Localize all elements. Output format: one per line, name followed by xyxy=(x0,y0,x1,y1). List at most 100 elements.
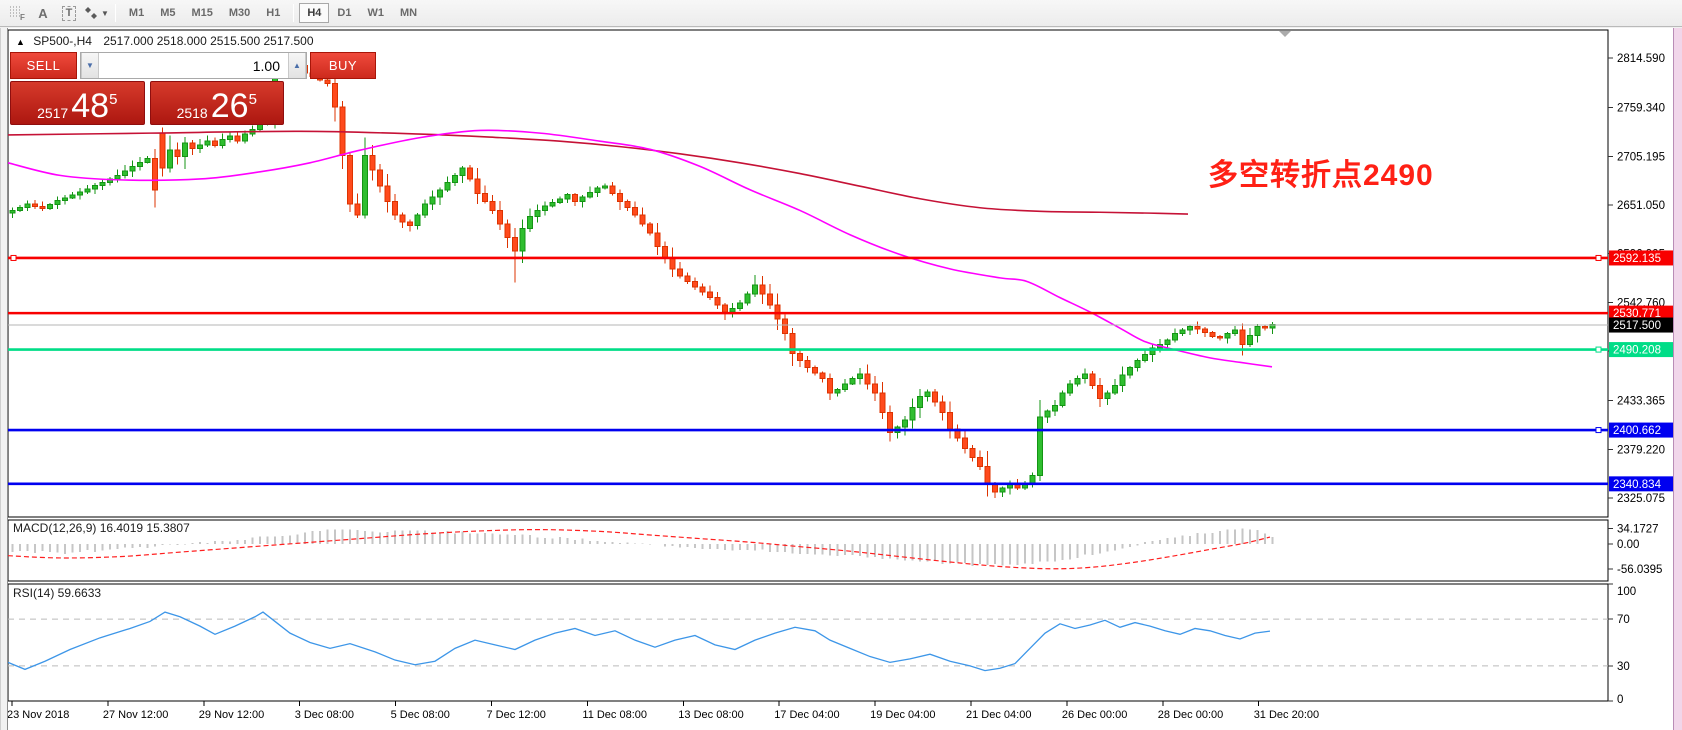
chart-annotation-text: 多空转折点2490 xyxy=(1208,159,1434,192)
candle-body xyxy=(534,209,541,218)
time-tick-label: 7 Dec 12:00 xyxy=(487,709,546,721)
candle-body xyxy=(707,291,713,299)
vertical-scrollbar[interactable] xyxy=(1673,28,1682,730)
fibonacci-icon: F xyxy=(9,6,25,21)
candle-body xyxy=(1119,374,1126,387)
candle-body xyxy=(414,214,421,227)
price-axis: 2814.5902759.3402705.1952651.0502596.905… xyxy=(1608,53,1680,706)
buy-quote[interactable]: 2518 26 5 xyxy=(149,81,284,125)
rsi-line[interactable] xyxy=(7,611,1271,672)
candle-body xyxy=(92,185,98,190)
candle-body xyxy=(917,396,923,408)
candle-body xyxy=(1217,335,1223,339)
candle-body xyxy=(797,352,803,362)
sell-button[interactable]: SELL xyxy=(10,52,77,79)
candle-body xyxy=(437,189,443,198)
line-handle[interactable] xyxy=(10,254,17,261)
text-tool-button[interactable]: T xyxy=(56,2,82,24)
timeframe-button-d1[interactable]: D1 xyxy=(329,3,359,23)
timeframe-button-m30[interactable]: M30 xyxy=(221,3,258,23)
candle-body xyxy=(204,140,211,146)
time-tick-label: 11 Dec 08:00 xyxy=(582,709,647,721)
timeframe-button-h1[interactable]: H1 xyxy=(258,3,288,23)
candle-body xyxy=(1029,475,1036,484)
candle-body xyxy=(1194,325,1201,330)
ma-slow-line[interactable] xyxy=(7,130,1189,215)
volume-decrease-button[interactable]: ▼ xyxy=(81,53,99,78)
candle-body xyxy=(399,214,406,223)
candle-body xyxy=(902,419,908,428)
candle-body xyxy=(984,466,991,486)
price-tag-label: 2490.208 xyxy=(1613,345,1661,357)
timeframe-button-m15[interactable]: M15 xyxy=(183,3,220,23)
text-label-tool-button[interactable]: A xyxy=(30,2,56,24)
buy-button[interactable]: BUY xyxy=(310,52,376,79)
candle-body xyxy=(549,201,556,207)
volume-input[interactable] xyxy=(99,53,288,78)
candle-body xyxy=(189,142,196,149)
volume-spinner: ▼ ▲ xyxy=(80,52,307,79)
collapse-triangle-icon[interactable]: ▲ xyxy=(16,37,25,47)
price-tag xyxy=(1609,317,1680,333)
candle-body xyxy=(459,167,466,176)
sell-quote[interactable]: 2517 48 5 xyxy=(10,81,145,125)
time-tick-label: 13 Dec 08:00 xyxy=(678,709,743,721)
timeframe-button-h4[interactable]: H4 xyxy=(299,3,330,23)
candle-body xyxy=(1202,328,1208,334)
timeframe-button-mn[interactable]: MN xyxy=(392,3,425,23)
timeframe-button-m5[interactable]: M5 xyxy=(152,3,183,23)
candle-body xyxy=(354,203,361,216)
candle-body xyxy=(1097,385,1103,399)
price-tick-label: 2651.050 xyxy=(1617,200,1665,212)
candle-body xyxy=(234,135,241,142)
price-tag xyxy=(1609,250,1680,266)
candle-body xyxy=(542,205,548,211)
candle-body xyxy=(834,388,841,394)
chart-shift-marker-icon[interactable] xyxy=(1279,31,1291,37)
candle-body xyxy=(69,194,76,199)
fibonacci-tool-button[interactable]: F xyxy=(4,2,30,24)
toolbar-separator xyxy=(293,4,295,22)
candle-body xyxy=(609,185,616,194)
line-handle[interactable] xyxy=(1595,427,1602,434)
timeframe-button-m1[interactable]: M1 xyxy=(121,3,152,23)
macd-tick-label: -56.0395 xyxy=(1617,564,1662,576)
volume-increase-button[interactable]: ▲ xyxy=(288,53,306,78)
ma-fast-line[interactable] xyxy=(7,129,1273,368)
arrows-tool-button[interactable]: ▼ xyxy=(82,2,110,24)
time-tick-label: 17 Dec 04:00 xyxy=(774,709,839,721)
time-axis: 23 Nov 2018 27 Nov 12:00 29 Nov 12:00 3 Dec… xyxy=(7,701,1319,721)
candle-body xyxy=(62,197,68,202)
candle-body xyxy=(999,487,1006,493)
candle-body xyxy=(789,333,796,354)
price-tick-label: 2379.220 xyxy=(1617,444,1665,456)
candle-body xyxy=(362,155,368,216)
line-handle[interactable] xyxy=(1595,346,1602,353)
candle-body xyxy=(1149,347,1156,355)
candle-body xyxy=(1044,410,1051,418)
candle-body xyxy=(114,174,121,180)
time-tick-label: 3 Dec 08:00 xyxy=(295,709,354,721)
candle-body xyxy=(684,275,691,282)
candle-body xyxy=(452,174,458,184)
candle-body xyxy=(54,200,61,206)
candle-body xyxy=(152,157,158,191)
time-tick-label: 23 Nov 2018 xyxy=(7,709,69,721)
time-tick-label: 31 Dec 20:00 xyxy=(1254,709,1319,721)
candle-body xyxy=(167,149,173,169)
candle-body xyxy=(512,236,518,252)
candle-body xyxy=(782,318,788,335)
candle-body xyxy=(1082,373,1088,380)
candle-body xyxy=(1187,325,1193,331)
candles-layer xyxy=(9,57,1276,499)
candle-body xyxy=(977,457,983,468)
macd-signal-line[interactable] xyxy=(7,528,1271,570)
candle-body xyxy=(482,192,488,202)
timeframe-button-w1[interactable]: W1 xyxy=(359,3,392,23)
candle-body xyxy=(1224,333,1231,339)
candle-body xyxy=(84,188,91,193)
candle-body xyxy=(752,284,758,295)
line-handle[interactable] xyxy=(1595,254,1602,261)
candle-body xyxy=(422,203,428,216)
candle-body xyxy=(632,207,638,216)
